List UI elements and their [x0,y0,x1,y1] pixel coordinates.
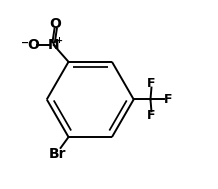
Text: −: − [21,38,29,48]
Text: F: F [147,77,156,90]
Text: O: O [27,38,39,52]
Text: Br: Br [49,147,66,161]
Text: F: F [164,93,172,106]
Text: N: N [48,38,60,52]
Text: F: F [147,109,156,122]
Text: O: O [50,17,62,31]
Text: +: + [55,36,62,45]
